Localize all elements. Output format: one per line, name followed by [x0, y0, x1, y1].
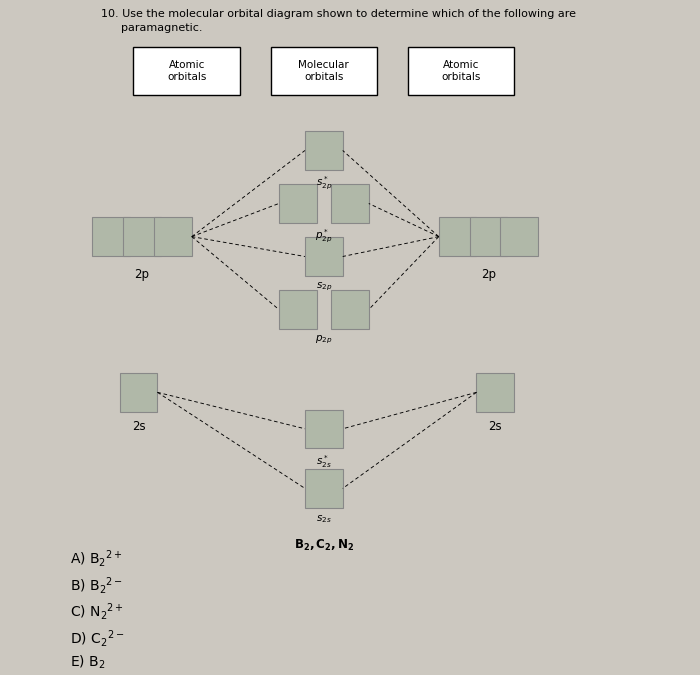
- Bar: [477, 373, 514, 412]
- Bar: [305, 469, 343, 508]
- Bar: [470, 217, 508, 256]
- Bar: [123, 217, 161, 256]
- Bar: [279, 184, 316, 223]
- Text: 2p: 2p: [481, 268, 496, 281]
- Bar: [279, 290, 316, 329]
- Text: 10. Use the molecular orbital diagram shown to determine which of the following : 10. Use the molecular orbital diagram sh…: [101, 9, 576, 20]
- Bar: [331, 290, 369, 329]
- Text: $s^*_{2s}$: $s^*_{2s}$: [316, 454, 332, 470]
- Bar: [120, 373, 158, 412]
- Text: $\mathbf{B_2, C_2, N_2}$: $\mathbf{B_2, C_2, N_2}$: [293, 537, 354, 553]
- Text: A) B$_2$$^{2+}$: A) B$_2$$^{2+}$: [70, 548, 122, 569]
- Text: E) B$_2$: E) B$_2$: [70, 654, 106, 672]
- Text: 2s: 2s: [132, 419, 146, 433]
- Text: $s_{2s}$: $s_{2s}$: [316, 513, 332, 524]
- Text: Atomic
orbitals: Atomic orbitals: [442, 60, 481, 82]
- Text: $p_{2p}$: $p_{2p}$: [315, 334, 332, 346]
- Text: 2s: 2s: [489, 419, 502, 433]
- Bar: [134, 47, 240, 95]
- Bar: [439, 217, 477, 256]
- Bar: [305, 131, 343, 169]
- Bar: [500, 217, 538, 256]
- Text: 2p: 2p: [134, 268, 150, 281]
- Bar: [305, 238, 343, 275]
- Bar: [154, 217, 192, 256]
- Bar: [92, 217, 130, 256]
- Text: Atomic
orbitals: Atomic orbitals: [167, 60, 206, 82]
- Bar: [331, 184, 369, 223]
- Text: $s_{2p}$: $s_{2p}$: [316, 281, 332, 294]
- Text: $s^*_{2p}$: $s^*_{2p}$: [316, 175, 332, 192]
- Text: paramagnetic.: paramagnetic.: [121, 22, 203, 32]
- Text: Molecular
orbitals: Molecular orbitals: [298, 60, 349, 82]
- Text: C) N$_2$$^{2+}$: C) N$_2$$^{2+}$: [70, 601, 124, 622]
- Text: $p^*_{2p}$: $p^*_{2p}$: [315, 228, 332, 246]
- Text: D) C$_2$$^{2-}$: D) C$_2$$^{2-}$: [70, 628, 124, 649]
- Bar: [305, 410, 343, 448]
- Bar: [408, 47, 514, 95]
- Bar: [271, 47, 377, 95]
- Text: B) B$_2$$^{2-}$: B) B$_2$$^{2-}$: [70, 574, 123, 595]
